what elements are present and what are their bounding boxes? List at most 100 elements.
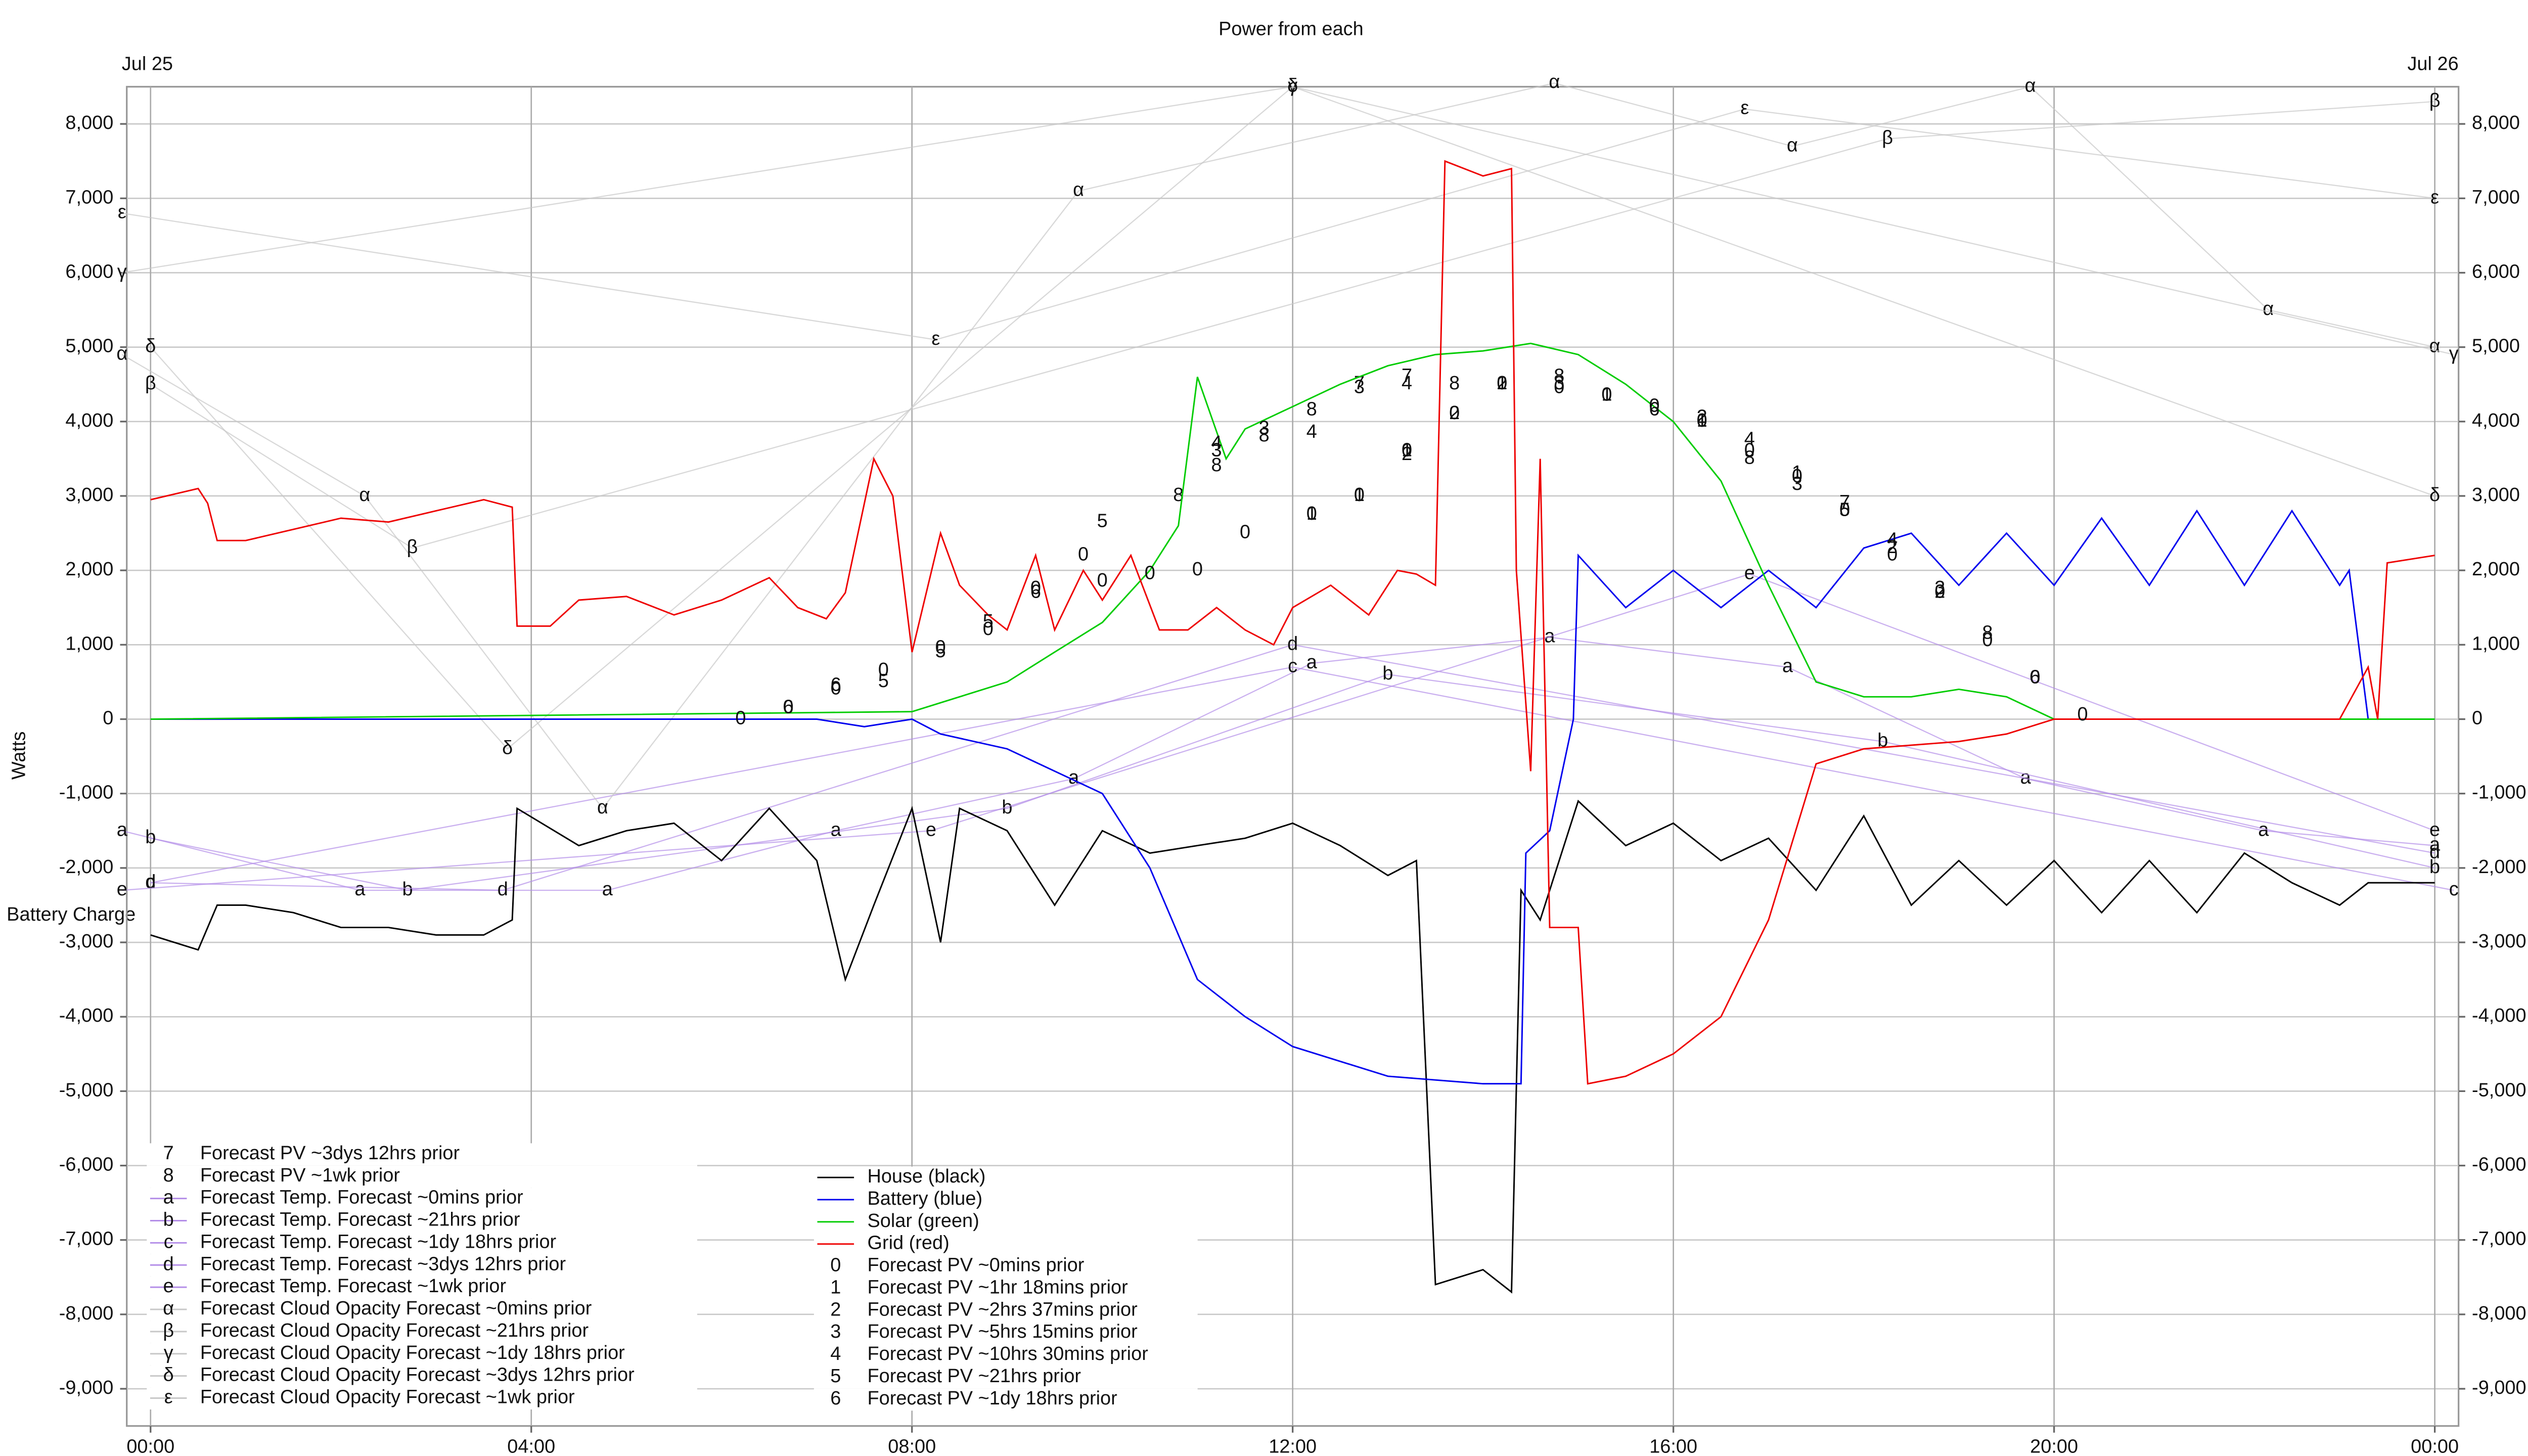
series-line	[121, 108, 2435, 341]
y-tick-label: 0	[103, 708, 113, 729]
series-marker: δ	[145, 336, 156, 357]
series-marker: e	[2429, 819, 2440, 840]
series-marker: 0	[1497, 373, 1507, 394]
y-tick-label: 1,000	[65, 633, 113, 654]
series-marker: 0	[1934, 581, 1945, 602]
series-marker: a	[1306, 652, 1318, 673]
series-marker: e	[1744, 563, 1755, 584]
series-marker: β	[2429, 90, 2441, 111]
x-tick-label: 20:00	[2030, 1436, 2078, 1456]
series-marker: a	[1782, 655, 1793, 676]
series-marker: d	[1287, 633, 1298, 654]
series-marker: 1	[1354, 484, 1365, 506]
series-marker: 0	[831, 678, 841, 699]
y-tick-label: -1,000	[2472, 782, 2526, 803]
series-marker: d	[2429, 841, 2440, 862]
series-marker: 4	[1402, 373, 1412, 394]
legend-label: Forecast Temp. Forecast ~3dys 12hrs prio…	[200, 1253, 566, 1275]
series-marker: 0	[1449, 402, 1460, 424]
date-label: Jul 26	[2407, 54, 2458, 75]
y-tick-label: -6,000	[59, 1154, 114, 1175]
series-marker: a	[117, 819, 128, 840]
series-marker: 4	[1887, 529, 1898, 550]
x-tick-label: 12:00	[1269, 1436, 1317, 1456]
series-marker: 0	[1078, 544, 1089, 565]
legend-bg	[147, 1365, 697, 1388]
series-line	[121, 636, 2435, 891]
legend-marker: 6	[830, 1388, 841, 1409]
legend-bg	[814, 1388, 1198, 1411]
legend-bg	[147, 1343, 697, 1366]
series-marker: 0	[1697, 410, 1707, 431]
legend-marker: b	[163, 1209, 174, 1231]
series-marker: 0	[1887, 544, 1898, 565]
legend-label: Forecast PV ~0mins prior	[867, 1255, 1084, 1276]
legend-label: Forecast PV ~10hrs 30mins prior	[867, 1343, 1148, 1364]
series-marker: 4	[1211, 432, 1222, 453]
series-marker: b	[145, 827, 156, 848]
legend-label: Battery (blue)	[867, 1188, 982, 1209]
series-marker: 5	[983, 611, 994, 632]
series-marker: a	[1068, 767, 1079, 788]
legend-label: Forecast Temp. Forecast ~21hrs prior	[200, 1209, 520, 1231]
legend-bg	[814, 1366, 1198, 1389]
series-marker: a	[354, 879, 366, 900]
series-line	[121, 82, 2435, 809]
legend-bg	[814, 1344, 1198, 1367]
legend-label: Forecast Temp. Forecast ~0mins prior	[200, 1187, 523, 1208]
series-marker: 0	[1240, 522, 1250, 543]
legend-bg	[814, 1322, 1198, 1344]
legend-marker: 0	[830, 1255, 841, 1276]
x-tick-label: 16:00	[1649, 1436, 1697, 1456]
x-tick-label: 00:00	[2411, 1436, 2459, 1456]
series-marker: 3	[1354, 377, 1365, 398]
legend-label: Forecast Cloud Opacity Forecast ~0mins p…	[200, 1298, 592, 1319]
series-marker: 0	[1030, 577, 1041, 599]
series-marker: 7	[1402, 366, 1412, 387]
series-marker: 3	[1211, 440, 1222, 461]
y-tick-label: 3,000	[2472, 484, 2520, 506]
series-marker: α	[359, 484, 370, 506]
y-tick-label: 1,000	[2472, 633, 2520, 654]
y-tick-label: -4,000	[2472, 1005, 2526, 1026]
y-tick-label: 6,000	[65, 261, 113, 282]
series-marker: 0	[2029, 667, 2040, 688]
legend-bg	[814, 1189, 1198, 1211]
x-tick-label: 08:00	[888, 1436, 936, 1456]
legend-label: Forecast PV ~5hrs 15mins prior	[867, 1321, 1137, 1342]
series-marker: 8	[1554, 366, 1564, 387]
series-marker: 0	[935, 637, 946, 658]
legend-bg	[814, 1233, 1198, 1256]
legend-bg	[147, 1387, 697, 1409]
series-marker: ε	[118, 202, 126, 223]
annotation: Battery Charge	[7, 904, 136, 925]
legend-marker: 2	[830, 1299, 841, 1320]
series-marker: α	[116, 343, 127, 364]
series-marker: c	[2449, 879, 2459, 900]
series-marker: 5	[935, 641, 946, 662]
y-tick-label: -7,000	[59, 1228, 114, 1250]
y-tick-label: 5,000	[2472, 336, 2520, 357]
series-marker: γ	[117, 261, 127, 282]
legend-label: Forecast PV ~1hr 18mins prior	[867, 1277, 1127, 1298]
series-marker: a	[2429, 834, 2441, 855]
series-marker: 5	[878, 670, 889, 692]
series-marker: 0	[1192, 559, 1203, 580]
legend-label: Forecast PV ~1wk prior	[200, 1165, 400, 1186]
legend-marker: a	[163, 1187, 174, 1208]
y-tick-label: -7,000	[2472, 1228, 2526, 1250]
series-marker: a	[602, 879, 613, 900]
legend-label: Forecast Cloud Opacity Forecast ~1dy 18h…	[200, 1342, 625, 1363]
series-marker: 4	[1306, 421, 1317, 442]
series-marker: a	[2258, 819, 2269, 840]
x-tick-label: 04:00	[507, 1436, 555, 1456]
legend-label: House (black)	[867, 1166, 985, 1187]
legend-label: Forecast PV ~3dys 12hrs prior	[200, 1143, 460, 1164]
series-marker: e	[926, 819, 936, 840]
legend-bg	[814, 1166, 1198, 1189]
series-marker: 1	[1792, 462, 1802, 483]
series-marker: 2	[1497, 373, 1507, 394]
y-tick-label: -5,000	[59, 1079, 114, 1101]
series-marker: 6	[1649, 399, 1659, 420]
